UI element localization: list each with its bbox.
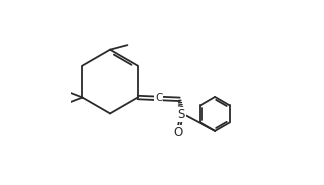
Text: S: S	[178, 108, 185, 121]
Text: O: O	[174, 126, 183, 139]
Text: C: C	[155, 93, 162, 103]
